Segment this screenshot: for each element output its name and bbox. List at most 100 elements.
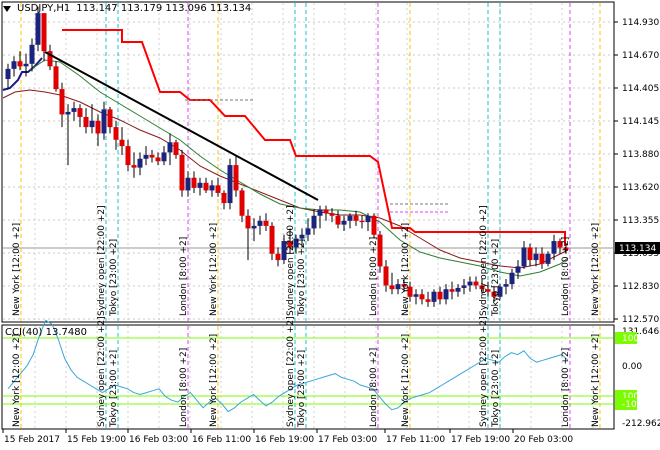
- time-tick-label: 15 Feb 2017: [4, 435, 60, 445]
- candlesticks[interactable]: [5, 6, 569, 307]
- session-label: Tokyo [23:00 +2]: [297, 350, 307, 428]
- price-tick-label: 113.355: [622, 216, 659, 226]
- candle-body: [179, 154, 185, 191]
- candle-body: [563, 247, 569, 250]
- session-label: New York [12:00 +2]: [401, 334, 411, 427]
- ohlc-readout: 113.147 113.179 113.096 113.134: [76, 3, 252, 14]
- candle-body: [299, 234, 305, 239]
- candle-body: [401, 284, 407, 287]
- candle-body: [215, 185, 221, 193]
- candle-body: [551, 241, 557, 254]
- candle-body: [509, 272, 515, 285]
- cci-level-pos-label: 100: [622, 334, 639, 344]
- main-panel-frame: [1, 1, 615, 323]
- candle-body: [287, 241, 293, 248]
- session-label: Sydney open [22:00 +2]: [97, 316, 107, 427]
- candle-body: [209, 185, 215, 191]
- time-axis: 15 Feb 2017 15 Feb 19:00 16 Feb 03:00 16 Fe…: [2, 429, 573, 445]
- chart-header[interactable]: USDJPY,H1 113.147 113.179 113.096 113.13…: [3, 3, 251, 14]
- candle-body: [221, 192, 227, 204]
- candle-body: [419, 294, 425, 300]
- candle-body: [323, 209, 329, 214]
- candle-body: [143, 154, 149, 159]
- candle-body: [377, 234, 383, 267]
- candle-body: [125, 146, 131, 166]
- candle-body: [167, 142, 173, 153]
- candle-body: [95, 120, 101, 134]
- session-label: Sydney open [22:00 +2]: [286, 316, 296, 427]
- session-lines: [20, 3, 601, 428]
- candle-body: [383, 266, 389, 286]
- candle-body: [185, 177, 191, 191]
- session-label: New York [12:00 +2]: [591, 223, 601, 316]
- current-price-label: 113.134: [619, 244, 656, 254]
- overlays: [44, 51, 448, 213]
- candle-body: [545, 253, 551, 264]
- session-label: London [8:00 +2]: [179, 348, 189, 427]
- candle-body: [293, 238, 299, 248]
- candle-body: [497, 286, 503, 297]
- cci-title: CCI(40) 13.7480: [5, 327, 87, 338]
- dropdown-triangle-icon[interactable]: [3, 5, 11, 12]
- time-tick-label: 15 Feb 19:00: [67, 435, 126, 445]
- session-label: Tokyo [23:00 +2]: [109, 350, 119, 428]
- time-tick-label: 20 Feb 03:00: [514, 435, 573, 445]
- candle-body: [101, 109, 107, 134]
- price-tick-label: 114.670: [622, 51, 659, 61]
- candle-body: [263, 220, 269, 226]
- price-tick-label: 114.930: [622, 18, 659, 28]
- cci-level-pos-label-box: [615, 332, 637, 344]
- price-tick-label: 114.405: [622, 84, 659, 94]
- candle-body: [515, 266, 521, 273]
- upper-band-line: [62, 29, 566, 246]
- candle-body: [389, 285, 395, 290]
- candle-body: [491, 291, 497, 297]
- candle-body: [35, 13, 41, 45]
- cci-panel-frame: [1, 324, 615, 430]
- candle-body: [365, 215, 371, 223]
- time-tick-label: 16 Feb 03:00: [129, 435, 188, 445]
- candle-body: [533, 253, 539, 261]
- candle-body: [155, 157, 161, 162]
- candle-body: [443, 289, 449, 300]
- session-label: London [8:00 +2]: [179, 237, 189, 316]
- candle-body: [431, 291, 437, 302]
- current-price-box: [615, 242, 660, 254]
- session-label: Sydney open [22:00 +2]: [286, 205, 296, 316]
- candle-body: [131, 165, 137, 168]
- candle-body: [161, 152, 167, 162]
- cci-level-neg-label: -100: [622, 400, 643, 410]
- candle-body: [311, 215, 317, 229]
- time-tick-label: 17 Feb 03:00: [318, 435, 377, 445]
- candle-body: [239, 190, 245, 216]
- price-tick-label: 112.570: [622, 315, 659, 325]
- candle-body: [11, 61, 17, 69]
- session-label: Tokyo [23:00 +2]: [297, 239, 307, 317]
- candle-body: [71, 108, 77, 112]
- candle-body: [107, 109, 113, 128]
- candle-body: [317, 209, 323, 216]
- candle-body: [257, 220, 263, 226]
- session-label: London [8:00 +2]: [369, 348, 379, 427]
- price-tick-label: 114.145: [622, 117, 659, 127]
- candle-body: [557, 241, 563, 248]
- candle-body: [359, 220, 365, 223]
- candle-body: [329, 213, 335, 216]
- candle-body: [53, 66, 59, 90]
- candle-body: [413, 294, 419, 297]
- candle-body: [119, 139, 125, 147]
- session-label: New York [12:00 +2]: [209, 223, 219, 316]
- moving-average-line: [29, 59, 569, 277]
- candle-body: [305, 228, 311, 235]
- candle-body: [47, 51, 53, 67]
- symbol-label: USDJPY,H1: [17, 3, 71, 14]
- mid-line: [2, 89, 569, 269]
- candle-body: [233, 165, 239, 191]
- cci-level-label: 100: [622, 392, 639, 402]
- candle-body: [65, 111, 71, 115]
- candle-body: [341, 220, 347, 225]
